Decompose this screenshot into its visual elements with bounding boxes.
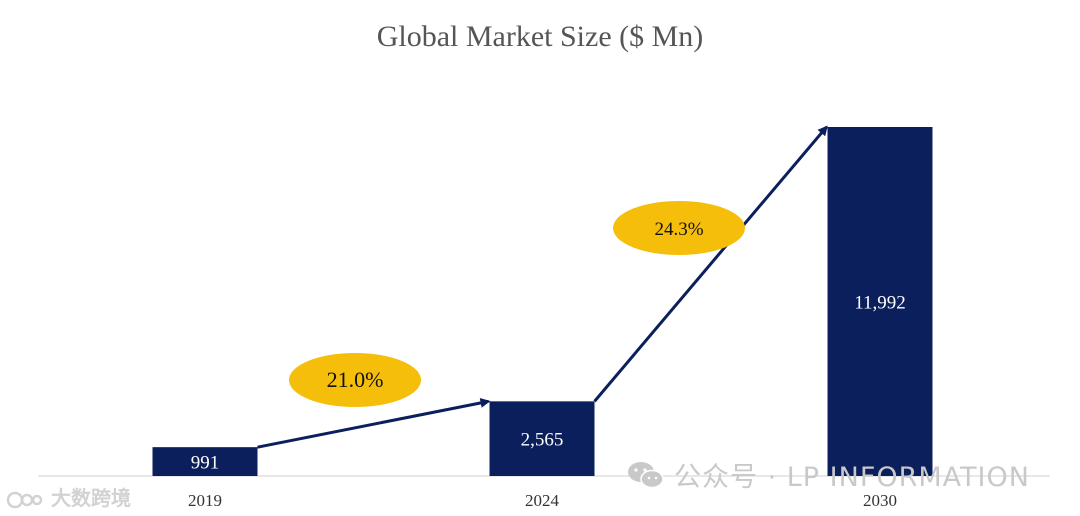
watermark-left: 大数跨境 [6, 482, 131, 511]
bar-2019 [152, 447, 258, 476]
growth-bubble [613, 201, 745, 255]
chart-title: Global Market Size ($ Mn) [377, 20, 704, 53]
bar-2024 [489, 401, 595, 476]
wechat-icon [626, 460, 666, 497]
watermark-left-text: 大数跨境 [50, 486, 131, 510]
bar-2030 [827, 127, 933, 476]
growth-arrows-layer [257, 125, 828, 449]
watermark-right: 公众号 · LP INFORMATION [626, 455, 1030, 497]
watermark-right-text: 公众号 · LP INFORMATION [674, 462, 1030, 493]
x-tick-label: 2019 [188, 491, 222, 510]
x-tick-label: 2030 [863, 491, 897, 510]
bar-value-label: 2,565 [521, 430, 564, 451]
growth-bubble [289, 353, 421, 407]
growth-rate-label: 21.0% [327, 367, 384, 392]
growth-arrow [593, 125, 828, 403]
value-labels-layer: 991 2,565 11,992 [191, 293, 906, 474]
x-tick-label: 2024 [525, 491, 560, 510]
growth-bubbles-layer: 21.0% 24.3% [289, 201, 745, 407]
bar-value-label: 991 [191, 453, 220, 474]
growth-rate-label: 24.3% [654, 219, 703, 240]
growth-arrow [257, 398, 491, 449]
logo-icon [6, 486, 51, 510]
bar-value-label: 11,992 [854, 293, 906, 314]
x-tick-labels-layer: 2019 2024 2030 [188, 491, 897, 510]
bars-layer [152, 127, 933, 476]
